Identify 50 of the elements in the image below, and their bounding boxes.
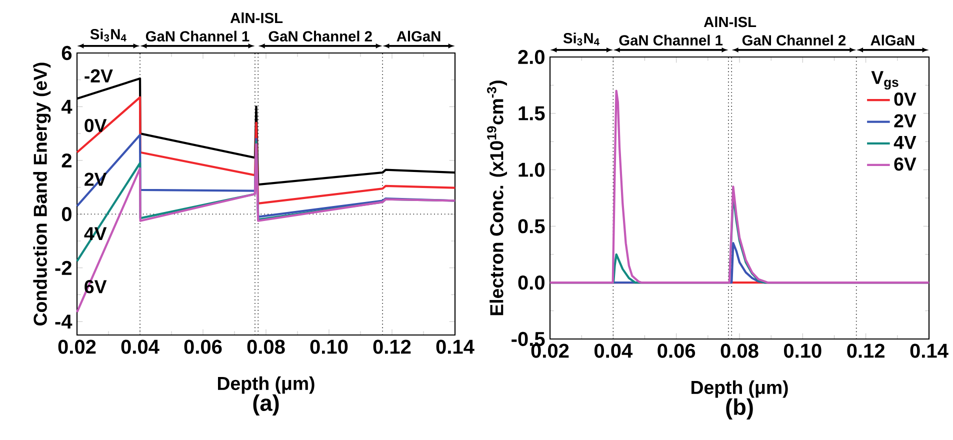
y-tick-label: 6 <box>62 46 72 60</box>
legend-label: 4V <box>894 136 916 149</box>
legend-label: 6V <box>894 157 916 171</box>
x-tick-label: 0.10 <box>310 340 348 354</box>
text: (b) <box>726 398 753 420</box>
text: GaN Channel 1 <box>146 30 250 42</box>
x-tick-label: 0.02 <box>58 340 96 354</box>
x-tick-label: 0.04 <box>594 344 633 358</box>
x-tick-label: 0.10 <box>784 344 822 358</box>
x-tick-label: 0.08 <box>720 344 758 358</box>
y-tick-label: 0 <box>62 207 72 222</box>
x-axis-title: Depth (μm) <box>218 376 314 394</box>
x-tick-label: 0.12 <box>847 344 884 358</box>
y-axis-title: Electron Conc. (x10$^{19}$cm$^{-3}$) <box>487 80 508 316</box>
text: GaN Channel 1 <box>619 34 723 46</box>
series-label: 0V <box>84 118 107 132</box>
y-tick-label: 1.0 <box>518 162 544 177</box>
text: AlGaN <box>870 34 914 46</box>
x-tick-label: 0.14 <box>910 344 948 358</box>
y-axis-title: Conduction Band Energy (eV) <box>33 62 51 326</box>
text: AlN-ISL <box>230 12 283 24</box>
text: GaN Channel 2 <box>742 34 846 46</box>
text: AlN-ISL <box>704 16 756 28</box>
x-tick-label: 0.04 <box>121 340 160 354</box>
text: Si$_{3}$N$_{4}$ <box>563 32 600 46</box>
y-tick-label: 4 <box>61 100 72 114</box>
y-tick-label: 2 <box>62 153 72 168</box>
legend-label: 2V <box>894 114 916 128</box>
legend-label: 0V <box>894 92 916 106</box>
x-axis-title: Depth (μm) <box>692 380 788 398</box>
line-series <box>548 90 930 284</box>
y-tick-label: 1.5 <box>518 106 545 120</box>
y-tick-label: -2 <box>55 260 72 275</box>
legend-title: V$_{gs}$ <box>871 71 898 90</box>
y-tick-label: 0.5 <box>518 219 545 234</box>
x-tick-label: 0.12 <box>373 340 411 354</box>
y-tick-label: 2.0 <box>518 50 544 64</box>
text: AlGaN <box>396 30 440 42</box>
x-tick-label: 0.06 <box>658 344 696 358</box>
x-tick-label: 0.06 <box>184 340 222 354</box>
line-series <box>76 143 456 314</box>
y-tick-label: 0.0 <box>518 276 544 290</box>
x-tick-label: 0.14 <box>436 340 474 354</box>
line-series <box>76 96 456 204</box>
text: (a) <box>253 394 279 416</box>
text: Si$_{3}$N$_{4}$ <box>90 28 126 42</box>
series-label: -2V <box>84 69 113 82</box>
x-tick-label: 0.08 <box>247 340 285 354</box>
text: GaN Channel 2 <box>268 30 372 42</box>
y-tick-label: -4 <box>55 314 72 328</box>
